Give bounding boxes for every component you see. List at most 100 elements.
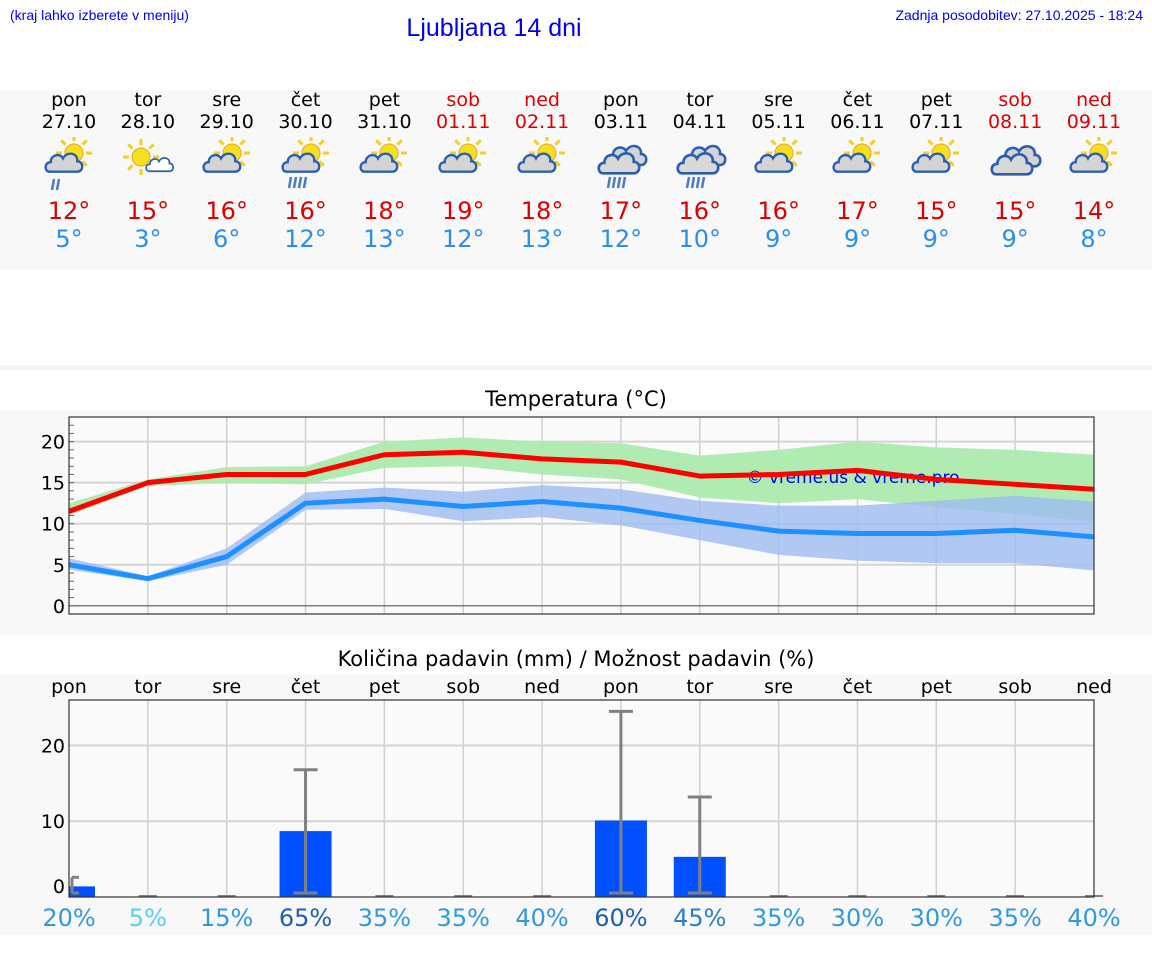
day-name: sob: [998, 89, 1032, 111]
partly-cloudy-rain-icon: [280, 137, 329, 189]
min-temperature: 6°: [213, 225, 241, 253]
day-date: 02.11: [514, 111, 570, 133]
x-category-label: ned: [1076, 676, 1112, 698]
day-name: pet: [368, 89, 400, 111]
precipitation-probability: 60%: [594, 904, 648, 932]
max-temperature: 18°: [363, 197, 406, 225]
day-name: tor: [134, 89, 162, 111]
max-temperature-line: [68, 449, 1095, 514]
day-date: 08.11: [987, 111, 1043, 133]
max-temperature: 16°: [205, 197, 248, 225]
partly-cloudy-icon: [832, 137, 881, 173]
precipitation-probability: 5%: [128, 904, 167, 932]
day-forecast: tor 04.11 16° 10°: [660, 89, 740, 253]
day-forecast: sob 01.11 19° 12°: [423, 89, 503, 253]
precipitation-probability: 40%: [1067, 904, 1121, 932]
max-temperature-range-band: [69, 437, 1094, 523]
x-category-label: tor: [686, 676, 714, 698]
min-temperature: 12°: [599, 225, 643, 253]
x-category-label: sob: [998, 676, 1032, 698]
y-tick-label: 0: [53, 876, 65, 898]
day-name: čet: [842, 89, 873, 111]
max-temperature: 15°: [126, 197, 170, 225]
max-temperature: 19°: [441, 197, 485, 225]
min-temperature-line: [68, 496, 1095, 582]
precipitation-chart: 0 10 20: [41, 699, 1103, 898]
y-tick-label: 0: [53, 596, 65, 618]
max-temperature: 14°: [1072, 197, 1116, 225]
day-forecast: tor 28.10 15° 3°: [108, 89, 188, 253]
day-date: 28.10: [120, 111, 176, 133]
partly-cloudy-icon: [517, 137, 566, 173]
min-temperature: 9°: [764, 225, 793, 253]
cloudy-rain-icon: [676, 144, 727, 189]
day-forecast: pet 07.11 15° 9°: [896, 89, 976, 253]
page-title: Ljubljana 14 dni: [406, 14, 582, 42]
y-tick-label: 5: [53, 555, 65, 577]
x-category-label: sob: [446, 676, 481, 698]
min-temperature: 12°: [441, 225, 485, 253]
day-forecast: pon 03.11 17° 12°: [581, 89, 661, 253]
y-tick-label: 10: [41, 811, 65, 833]
last-updated: Zadnja posodobitev: 27.10.2025 - 18:24: [895, 7, 1143, 23]
min-temperature: 9°: [843, 225, 872, 253]
y-tick-label: 10: [41, 514, 65, 536]
day-forecast: ned 02.11 18° 13°: [502, 89, 582, 253]
min-temperature: 10°: [678, 225, 722, 253]
x-category-label: ned: [524, 676, 560, 698]
day-date: 09.11: [1066, 111, 1122, 133]
day-date: 07.11: [909, 111, 964, 133]
day-forecast: sre 29.10 16° 6°: [187, 89, 267, 253]
max-temperature: 15°: [915, 197, 958, 225]
partly-cloudy-icon: [1069, 137, 1117, 173]
precipitation-probability: 30%: [909, 904, 963, 932]
cloudy-rain-icon: [597, 144, 648, 189]
min-temperature: 13°: [363, 225, 406, 253]
x-category-label: čet: [842, 676, 873, 698]
day-date: 30.10: [278, 111, 333, 133]
x-category-label: sre: [212, 676, 242, 698]
partly-cloudy-icon: [753, 137, 802, 173]
y-tick-label: 20: [41, 432, 65, 454]
precipitation-chart-title: Količina padavin (mm) / Možnost padavin …: [337, 647, 815, 671]
day-name: ned: [524, 89, 560, 111]
day-date: 31.10: [357, 111, 412, 133]
day-name: pon: [51, 89, 87, 111]
x-category-label: čet: [290, 676, 321, 698]
min-temperature: 3°: [134, 225, 162, 253]
precipitation-bar: [69, 886, 95, 897]
day-name: čet: [290, 89, 321, 111]
precipitation-probability: 15%: [200, 904, 254, 932]
precipitation-probability: 35%: [357, 904, 412, 932]
plot-area: [69, 700, 1094, 897]
day-name: tor: [686, 89, 714, 111]
day-forecast: pet 31.10 18° 13°: [344, 89, 424, 253]
day-date: 05.11: [751, 111, 806, 133]
day-date: 27.10: [41, 111, 97, 133]
precipitation-probability: 35%: [988, 904, 1042, 932]
day-name: sre: [764, 89, 794, 111]
temperature-chart-title: Temperatura (°C): [485, 387, 667, 411]
divider: [0, 365, 1152, 370]
partly-cloudy-icon: [438, 137, 487, 173]
sunny-small-cloud-icon: [122, 139, 174, 175]
day-name: pet: [920, 89, 952, 111]
y-tick-label: 15: [41, 473, 65, 495]
location-hint: (kraj lahko izberete v meniju): [10, 7, 189, 23]
min-temperature: 9°: [922, 225, 950, 253]
max-temperature: 12°: [47, 197, 91, 225]
partly-cloudy-icon: [911, 137, 960, 173]
day-date: 29.10: [199, 111, 254, 133]
max-temperature: 17°: [836, 197, 879, 225]
daily-forecast-strip: [0, 90, 1152, 270]
day-date: 01.11: [436, 111, 491, 133]
min-temperature: 8°: [1080, 225, 1108, 253]
partly-cloudy-icon: [359, 137, 408, 173]
partly-cloudy-icon: [202, 137, 250, 173]
x-category-label: pon: [603, 676, 639, 698]
precipitation-probability: 30%: [830, 904, 885, 932]
min-temperature: 12°: [284, 225, 327, 253]
plot-frame: [68, 699, 1095, 898]
day-date: 04.11: [672, 111, 727, 133]
